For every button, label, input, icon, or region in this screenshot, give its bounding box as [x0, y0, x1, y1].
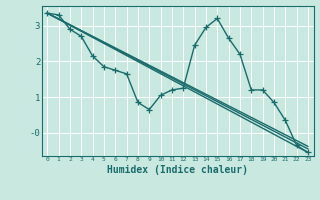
X-axis label: Humidex (Indice chaleur): Humidex (Indice chaleur)	[107, 165, 248, 175]
